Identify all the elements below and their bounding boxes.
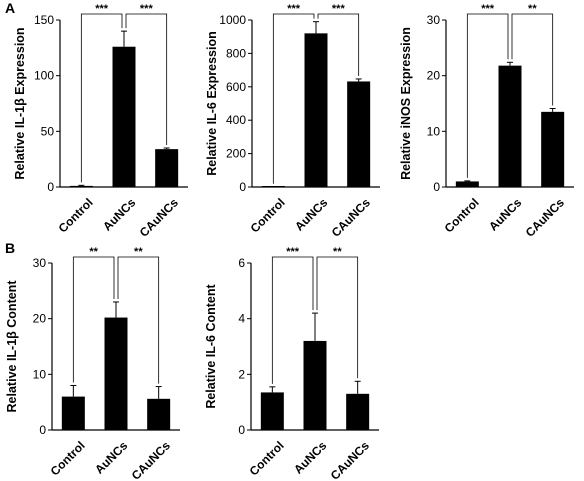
bar-cauncs xyxy=(147,398,171,430)
significance-label: *** xyxy=(287,3,301,15)
y-tick-label: 6 xyxy=(238,256,245,270)
chart-5: 0 2 4 6 Relative IL-6 Content Control AuNCsCAu… xyxy=(204,246,379,481)
bar-auncs xyxy=(303,340,327,430)
bar-auncs xyxy=(498,65,522,187)
significance-bracket xyxy=(317,13,360,76)
chart-1: 0 50 100 150 Relative IL-1β Expression Contro… xyxy=(13,3,188,240)
significance-label: *** xyxy=(481,3,495,15)
y-tick-label: 0 xyxy=(47,180,54,194)
y-tick-label: 50 xyxy=(41,124,55,138)
significance-bracket xyxy=(72,256,115,383)
chart-4: 0 10 20 30 Relative IL-1β Content Control AuNC… xyxy=(5,246,180,481)
y-tick-label: 30 xyxy=(33,256,47,270)
y-tick-label: 30 xyxy=(427,13,441,27)
category-label: Control xyxy=(247,438,287,478)
significance-label: *** xyxy=(140,3,154,15)
y-tick-label: 0 xyxy=(239,180,246,194)
significance-bracket xyxy=(272,13,315,184)
significance-bracket xyxy=(466,13,509,178)
y-tick-label: 0 xyxy=(39,423,46,437)
significance-bracket xyxy=(271,256,314,384)
significance-label: ** xyxy=(333,246,342,258)
significance-label: *** xyxy=(332,3,346,15)
category-label: Control xyxy=(56,195,96,235)
significance-bracket xyxy=(80,13,123,183)
bar-cauncs xyxy=(541,111,565,187)
category-label: CAuNCs xyxy=(137,195,182,240)
category-label: CAuNCs xyxy=(329,195,374,240)
panel-label-a: A xyxy=(5,0,16,16)
y-tick-label: 150 xyxy=(34,13,54,27)
category-label: Control xyxy=(248,195,288,235)
y-tick-label: 1000 xyxy=(219,13,246,27)
bar-auncs xyxy=(112,46,136,187)
y-tick-label: 10 xyxy=(33,367,47,381)
y-axis-title: Relative IL-6 Expression xyxy=(205,31,219,176)
y-tick-label: 400 xyxy=(226,113,246,127)
y-tick-label: 800 xyxy=(226,46,246,60)
y-axis-title: Relative iNOS Expression xyxy=(399,27,413,180)
significance-label: *** xyxy=(286,246,300,258)
y-tick-label: 20 xyxy=(33,312,47,326)
significance-label: ** xyxy=(528,3,537,15)
y-tick-label: 20 xyxy=(427,69,441,83)
category-label: AuNCs xyxy=(100,195,138,233)
y-tick-label: 600 xyxy=(226,80,246,94)
y-tick-label: 200 xyxy=(226,147,246,161)
y-axis-title: Relative IL-1β Content xyxy=(5,280,19,413)
category-label: AuNCs xyxy=(291,438,329,476)
category-label: AuNCs xyxy=(292,195,330,233)
category-label: AuNCs xyxy=(92,438,130,476)
significance-bracket xyxy=(316,256,359,379)
y-tick-label: 4 xyxy=(238,312,245,326)
significance-bracket xyxy=(125,13,168,146)
category-label: AuNCs xyxy=(486,195,524,233)
bar-control xyxy=(455,181,479,187)
significance-label: *** xyxy=(95,3,109,15)
bar-control xyxy=(69,185,93,187)
bar-auncs xyxy=(104,317,128,430)
y-tick-label: 0 xyxy=(238,423,245,437)
bar-auncs xyxy=(304,33,328,187)
category-label: CAuNCs xyxy=(328,438,373,481)
bar-cauncs xyxy=(346,393,370,430)
bar-cauncs xyxy=(155,149,179,187)
y-tick-label: 100 xyxy=(34,69,54,83)
y-axis-title: Relative IL-1β Expression xyxy=(13,27,27,179)
significance-label: ** xyxy=(134,246,143,258)
category-label: Control xyxy=(48,438,88,478)
category-label: CAuNCs xyxy=(523,195,568,240)
y-tick-label: 2 xyxy=(238,367,245,381)
panel-label-b: B xyxy=(5,240,16,256)
bar-cauncs xyxy=(347,81,371,187)
category-label: CAuNCs xyxy=(129,438,174,481)
y-axis-title: Relative IL-6 Content xyxy=(204,284,218,409)
significance-bracket xyxy=(117,256,160,384)
bar-control xyxy=(61,396,85,430)
significance-label: ** xyxy=(89,246,98,258)
y-tick-label: 10 xyxy=(427,124,441,138)
y-tick-label: 0 xyxy=(433,180,440,194)
bar-control xyxy=(260,392,284,430)
chart-3: 0 10 20 30 Relative iNOS Expression Control Au… xyxy=(399,3,574,240)
category-label: Control xyxy=(442,195,482,235)
significance-bracket xyxy=(511,13,554,106)
